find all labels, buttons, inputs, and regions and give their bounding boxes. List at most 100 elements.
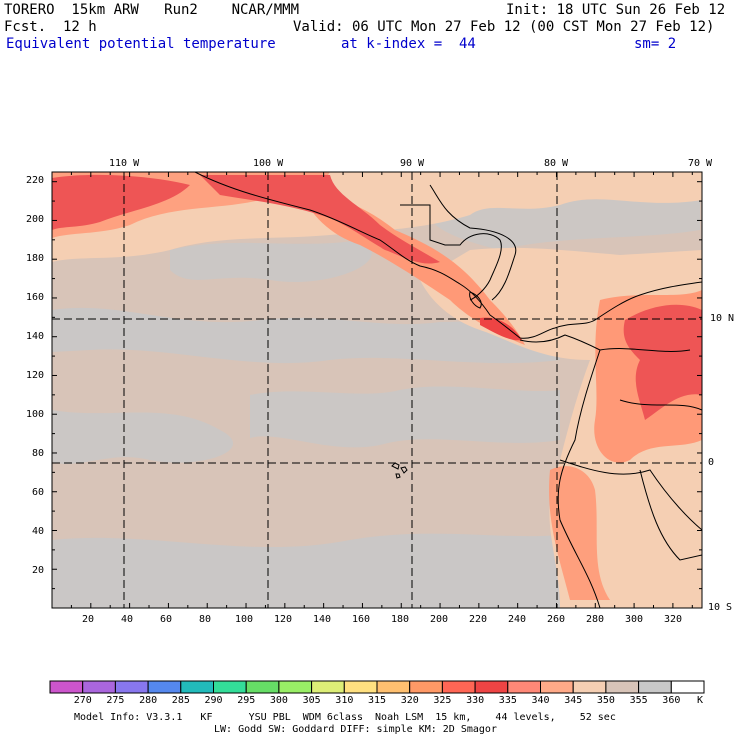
- graticule: [52, 172, 702, 608]
- colorbar-swatch: [114, 680, 149, 694]
- x-tick-label: 280: [586, 614, 605, 625]
- x-tick-label: 120: [274, 614, 293, 625]
- colorbar-level-label: 280: [139, 695, 158, 706]
- colorbar-level-label: 310: [335, 695, 354, 706]
- y-tick-label: 140: [26, 331, 45, 342]
- colorbar-swatch: [278, 680, 313, 694]
- model-title: TORERO 15km ARW Run2 NCAR/MMM: [4, 2, 300, 18]
- y-tick-label: 160: [26, 292, 45, 303]
- colorbar-level-label: 270: [73, 695, 92, 706]
- y-tick-label: 60: [32, 487, 45, 498]
- colorbar-level-label: 345: [564, 695, 583, 706]
- grey-band-1: [52, 307, 560, 364]
- y-tick-label: 200: [26, 214, 45, 225]
- colorbar-swatch: [441, 680, 476, 694]
- lon-label-70w: 70 W: [688, 158, 713, 169]
- grey-band-2: [52, 410, 234, 464]
- salmon-peru: [549, 466, 610, 600]
- country-borders: [559, 348, 702, 561]
- colorbar-level-label: 275: [106, 695, 125, 706]
- pacific-coastline: [194, 172, 702, 339]
- colorbar-level-label: 320: [400, 695, 419, 706]
- lat-label-0: 0: [708, 457, 715, 468]
- colorbar-swatch: [245, 680, 280, 694]
- colorbar-swatch: [147, 680, 182, 694]
- colorbar-swatch: [180, 680, 215, 694]
- colorbar-swatch: [343, 680, 378, 694]
- y-tick-label: 220: [26, 175, 45, 186]
- y-tick-label: 40: [32, 526, 45, 537]
- colorbar-level-label: 355: [629, 695, 648, 706]
- map-field: [52, 172, 702, 608]
- x-tick-label: 60: [160, 614, 173, 625]
- grey-band-6: [420, 195, 700, 250]
- x-tick-label: 160: [352, 614, 371, 625]
- x-tick-label: 200: [430, 614, 449, 625]
- lon-label-90w: 90 W: [400, 158, 425, 169]
- lake-nicaragua: [469, 291, 482, 309]
- x-tick-label: 100: [235, 614, 254, 625]
- south-america-west-coast: [519, 334, 601, 608]
- y-tick-label: 180: [26, 253, 45, 264]
- lat-label-10s: 10 S: [708, 602, 733, 613]
- x-tick-label: 220: [469, 614, 488, 625]
- colorbar-swatch: [638, 680, 672, 694]
- colorbar-swatch: [49, 680, 84, 694]
- colorbar-level-label: 285: [171, 695, 190, 706]
- axis-ticks: [51, 172, 702, 609]
- y-tick-label: 20: [32, 565, 45, 576]
- lon-label-100w: 100 W: [253, 158, 284, 169]
- colorbar-swatch: [670, 680, 705, 694]
- colorbar-swatch: [213, 680, 247, 694]
- colorbar-swatch: [376, 680, 411, 694]
- lon-label-110w: 110 W: [109, 158, 140, 169]
- forecast-hour: Fcst. 12 h: [4, 19, 97, 35]
- y-tick-label: 120: [26, 370, 45, 381]
- red-costa-rica: [480, 317, 522, 341]
- x-tick-label: 140: [313, 614, 332, 625]
- x-tick-label: 180: [391, 614, 410, 625]
- colorbar-unit: K: [697, 695, 704, 706]
- x-tick-label: 240: [508, 614, 527, 625]
- grey-band-4: [52, 533, 560, 608]
- caribbean-coast: [429, 184, 517, 301]
- colorbar-level-label: 315: [368, 695, 387, 706]
- colorbar: [49, 680, 705, 694]
- lon-label-80w: 80 W: [544, 158, 569, 169]
- colorbar-level-label: 305: [302, 695, 321, 706]
- colorbar-level-label: 300: [269, 695, 288, 706]
- colorbar-swatch: [409, 680, 443, 694]
- init-time: Init: 18 UTC Sun 26 Feb 12: [506, 2, 726, 18]
- colorbar-level-label: 295: [237, 695, 256, 706]
- central-america-border: [400, 204, 502, 301]
- level-info: at k-index = 44: [341, 36, 476, 52]
- red-colombia: [623, 304, 702, 420]
- x-tick-label: 80: [199, 614, 212, 625]
- colorbar-swatch: [507, 680, 541, 694]
- field-name: Equivalent potential temperature: [6, 36, 276, 52]
- colorbar-swatch: [540, 680, 574, 694]
- x-tick-label: 320: [664, 614, 683, 625]
- lat-label-10n: 10 N: [710, 313, 735, 324]
- coastlines: [194, 172, 702, 608]
- colorbar-swatch: [311, 680, 345, 694]
- colorbar-swatch: [474, 680, 509, 694]
- colorbar-level-label: 290: [204, 695, 223, 706]
- colorbar-swatch: [605, 680, 640, 694]
- colorbar-swatch: [82, 680, 116, 694]
- valid-time: Valid: 06 UTC Mon 27 Feb 12 (00 CST Mon …: [293, 19, 715, 35]
- plot-frame: [51, 171, 703, 609]
- red-nw: [52, 174, 190, 230]
- smoothing-info: sm= 2: [634, 36, 677, 52]
- colorbar-level-label: 335: [498, 695, 517, 706]
- x-tick-label: 20: [82, 614, 95, 625]
- y-tick-label: 80: [32, 448, 45, 459]
- colorbar-level-label: 360: [662, 695, 681, 706]
- physics-info: LW: Godd SW: Goddard DIFF: simple KM: 2D…: [214, 724, 497, 735]
- x-tick-label: 260: [547, 614, 566, 625]
- galapagos-islands: [391, 462, 408, 479]
- y-tick-label: 100: [26, 409, 45, 420]
- x-tick-label: 40: [121, 614, 134, 625]
- colorbar-level-label: 325: [433, 695, 452, 706]
